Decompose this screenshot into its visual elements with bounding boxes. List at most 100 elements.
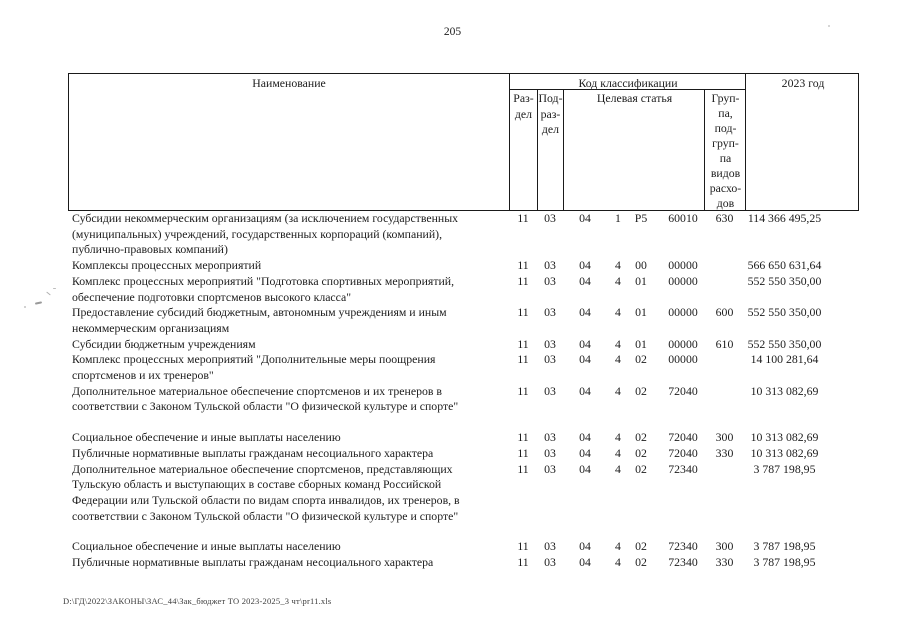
code-podrazdel: 03 [544,273,556,288]
code-podrazdel: 03 [544,445,556,460]
table-row: 11 03 04 4 01 00000 600 552 550 350,00 Предостав… [68,305,859,336]
amount-2023: 10 313 082,69 [750,383,819,398]
row-codes: 11 03 04 4 02 72040 330 10 313 082,69 [68,446,859,462]
row-name-line: Дополнительное материальное обеспечение … [72,383,442,398]
code-target-article-1: 04 [579,445,591,460]
header-divider [563,89,564,210]
scan-artifact [53,288,56,289]
amount-2023: 552 550 350,00 [747,273,822,288]
table-row: 11 03 04 4 02 72340 300 3 787 198,95 Социальное … [68,539,859,555]
code-group: 330 [715,555,734,570]
table-row: 11 03 04 4 02 72340 3 787 198,95 Дополнительное… [68,462,859,525]
table-row: 11 03 04 1 P5 60010 630 114 366 495,25 Субсидии … [68,211,859,258]
header-line: Под- [538,91,563,105]
code-podrazdel: 03 [544,258,556,273]
code-target-article-2: 4 [615,273,621,288]
table-row: 11 03 04 4 01 00000 552 550 350,00 Комплекс про… [68,274,859,305]
header-divider [509,74,510,210]
row-name-line: публично-правовых компаний) [72,242,228,257]
header-line: дов [716,196,735,211]
code-target-article-1: 04 [579,461,591,476]
header-cell-classification: Код классификации [578,76,678,90]
row-name-line: Социальное обеспечение и иные выплаты на… [72,539,341,554]
table-row: 11 03 04 4 02 00000 14 100 281,64 Комплекс проц… [68,352,859,383]
row-name-line: соответствии с Законом Тульской области … [72,508,459,523]
row-name-line: Социальное обеспечение и иные выплаты на… [72,430,341,445]
row-name-line: Предоставление субсидий бюджетным, автон… [72,305,447,320]
header-cell-name: Наименование [252,76,326,90]
header-line: дел [541,122,560,136]
row-name-line: Тульскую область и выступающих в составе… [72,477,442,492]
row-codes: 11 03 04 4 01 00000 552 550 350,00 [68,274,859,290]
code-target-article-3: 02 [635,555,647,570]
code-target-article-4: 00000 [668,336,698,351]
code-target-article-4: 00000 [668,258,698,273]
header-cell-razdel: Раз- дел [510,91,537,122]
budget-table: Наименование Код классификации 2023 год … [68,73,859,571]
amount-2023: 552 550 350,00 [747,336,822,351]
code-target-article-2: 4 [615,352,621,367]
amount-2023: 3 787 198,95 [753,539,816,554]
amount-2023: 10 313 082,69 [750,445,819,460]
code-target-article-4: 72340 [668,539,698,554]
row-name-line: Дополнительное материальное обеспечение … [72,461,453,476]
header-line: па, [718,106,733,121]
header-line: Груп- [711,91,740,105]
code-target-article-2: 4 [615,305,621,320]
code-target-article-1: 04 [579,555,591,570]
table-body: 11 03 04 1 P5 60010 630 114 366 495,25 Субсидии … [68,211,859,571]
code-target-article-1: 04 [579,383,591,398]
row-gap [68,415,859,430]
row-gap [68,524,859,539]
code-podrazdel: 03 [544,211,556,225]
table-row: 11 03 04 4 02 72040 300 10 313 082,69 Социальное… [68,430,859,446]
table-row: 11 03 04 4 00 00000 566 650 631,64 Комплексы пр… [68,258,859,274]
header-line: Раз- [513,91,534,105]
row-name-line: Федерации или Тульской области по видам … [72,492,460,507]
header-divider [509,89,746,90]
row-name-line: Комплекс процессных мероприятий "Дополни… [72,352,436,367]
code-target-article-3: 01 [635,305,647,320]
row-codes: 11 03 04 4 02 72040 10 313 082,69 [68,384,859,400]
code-target-article-2: 4 [615,539,621,554]
row-name-line: некоммерческим организациям [72,320,230,335]
header-line: груп- [712,136,739,151]
code-target-article-3: 01 [635,273,647,288]
row-name-line: Комплекс процессных мероприятий "Подгото… [72,273,455,288]
code-target-article-4: 00000 [668,352,698,367]
header-cell-podrazdel: Под- раз- дел [538,91,563,138]
table-header: Наименование Код классификации 2023 год … [68,73,859,211]
header-divider [537,89,538,210]
code-group: 630 [715,211,734,225]
code-target-article-4: 72040 [668,383,698,398]
code-podrazdel: 03 [544,383,556,398]
row-codes: 11 03 04 4 00 00000 566 650 631,64 [68,258,859,274]
row-codes: 11 03 04 4 01 00000 600 552 550 350,00 [68,305,859,321]
scan-artifact [46,291,51,296]
header-cell-group: Груп- па, под- груп- па видов расхо- дов [705,91,746,211]
code-target-article-3: 01 [635,336,647,351]
scan-artifact [34,301,43,305]
code-target-article-2: 1 [615,211,621,225]
code-podrazdel: 03 [544,336,556,351]
code-podrazdel: 03 [544,430,556,445]
code-target-article-4: 00000 [668,273,698,288]
code-target-article-2: 4 [615,383,621,398]
code-target-article-3: 02 [635,461,647,476]
scan-artifact [24,306,26,308]
header-line: дел [514,106,533,121]
code-razdel: 11 [517,383,529,398]
code-razdel: 11 [517,445,529,460]
footer-file-path: D:\ГД\2022\ЗАКОНЫ\ЗАС_44\Зак_бюджет ТО 2… [63,596,332,606]
code-razdel: 11 [517,305,529,320]
row-name-line: спортсменов и их тренеров" [72,368,214,383]
row-codes: 11 03 04 4 02 00000 14 100 281,64 [68,352,859,368]
code-target-article-2: 4 [615,445,621,460]
row-codes: 11 03 04 1 P5 60010 630 114 366 495,25 [68,211,859,227]
code-target-article-4: 72040 [668,445,698,460]
header-line: раз- [540,106,561,121]
code-target-article-4: 00000 [668,305,698,320]
code-target-article-4: 72340 [668,555,698,570]
amount-2023: 114 366 495,25 [747,211,822,225]
